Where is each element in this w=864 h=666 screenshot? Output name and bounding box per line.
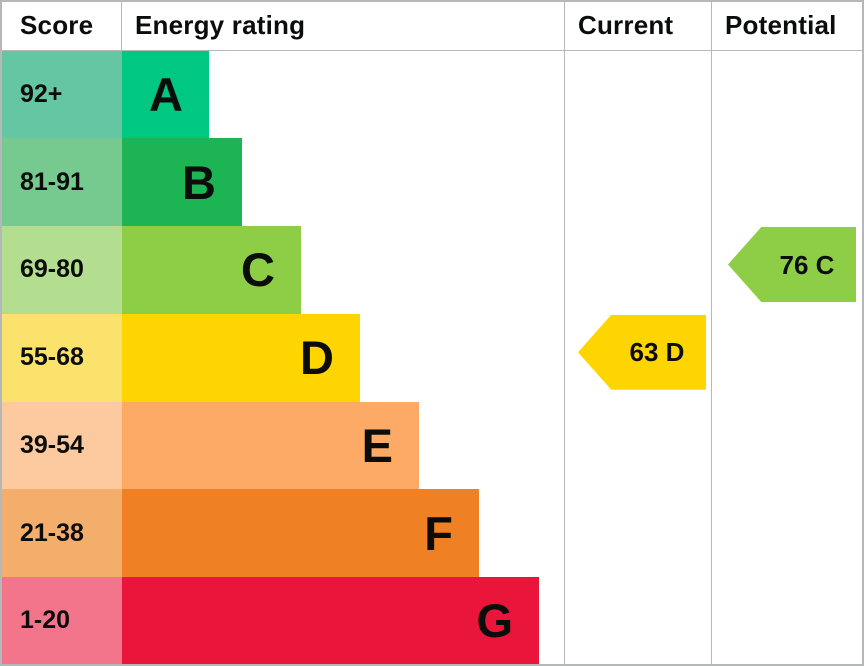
rating-bar: E [122, 401, 419, 490]
score-column-header: Score [2, 2, 122, 50]
rating-letter: B [182, 155, 216, 209]
current-cell [565, 577, 712, 664]
current-column-header: Current [565, 2, 712, 50]
band-row: 1-20 G [2, 577, 862, 664]
current-rating-arrow: 63 D [578, 314, 706, 390]
potential-cell [712, 138, 862, 226]
potential-cell [712, 402, 862, 490]
score-range: 39-54 [2, 401, 122, 490]
rating-bar: B [122, 138, 242, 226]
potential-cell [712, 489, 862, 577]
band-row: 21-38 F [2, 489, 862, 577]
band-row: 69-80 C 76 C [2, 226, 862, 314]
score-range: 21-38 [2, 489, 122, 577]
potential-rating-arrow: 76 C [728, 227, 856, 302]
band-rows: 92+ A 81-91 B 69-80 C [2, 50, 862, 664]
rating-letter: G [476, 594, 513, 648]
rating-bar-cell: E [122, 401, 565, 490]
rating-letter: C [241, 243, 275, 297]
band-row: 55-68 D 63 D [2, 313, 862, 402]
score-range: 55-68 [2, 313, 122, 402]
score-range: 92+ [2, 50, 122, 139]
current-cell: 63 D [565, 313, 712, 402]
rating-letter: F [424, 506, 453, 560]
potential-cell [712, 51, 862, 139]
rating-bar-cell: B [122, 138, 565, 226]
band-row: 39-54 E [2, 401, 862, 490]
potential-cell: 76 C [712, 226, 862, 314]
current-cell [565, 50, 712, 139]
rating-bar: C [122, 226, 301, 314]
rating-letter: D [300, 331, 334, 385]
current-cell [565, 138, 712, 226]
rating-bar: A [122, 50, 209, 139]
rating-bar: D [122, 313, 360, 402]
score-range: 69-80 [2, 226, 122, 314]
current-cell [565, 489, 712, 577]
rating-bar: G [122, 577, 539, 664]
rating-bar-cell: C [122, 226, 565, 314]
potential-column-header: Potential [725, 10, 837, 41]
rating-bar: F [122, 489, 479, 577]
chart-header-row: Score Energy rating Current Potential [2, 2, 862, 51]
rating-bar-cell: F [122, 489, 565, 577]
score-range: 81-91 [2, 138, 122, 226]
rating-letter: A [149, 67, 183, 121]
band-row: 92+ A [2, 50, 862, 139]
potential-cell [712, 314, 862, 402]
rating-bar-cell: D [122, 313, 565, 402]
energy-rating-column-header: Energy rating [122, 2, 565, 50]
band-row: 81-91 B [2, 138, 862, 226]
current-cell [565, 226, 712, 314]
rating-bar-cell: G [122, 577, 565, 664]
score-range: 1-20 [2, 577, 122, 664]
rating-bar-cell: A [122, 50, 565, 139]
current-cell [565, 401, 712, 490]
potential-cell [712, 577, 862, 664]
rating-letter: E [361, 418, 393, 472]
